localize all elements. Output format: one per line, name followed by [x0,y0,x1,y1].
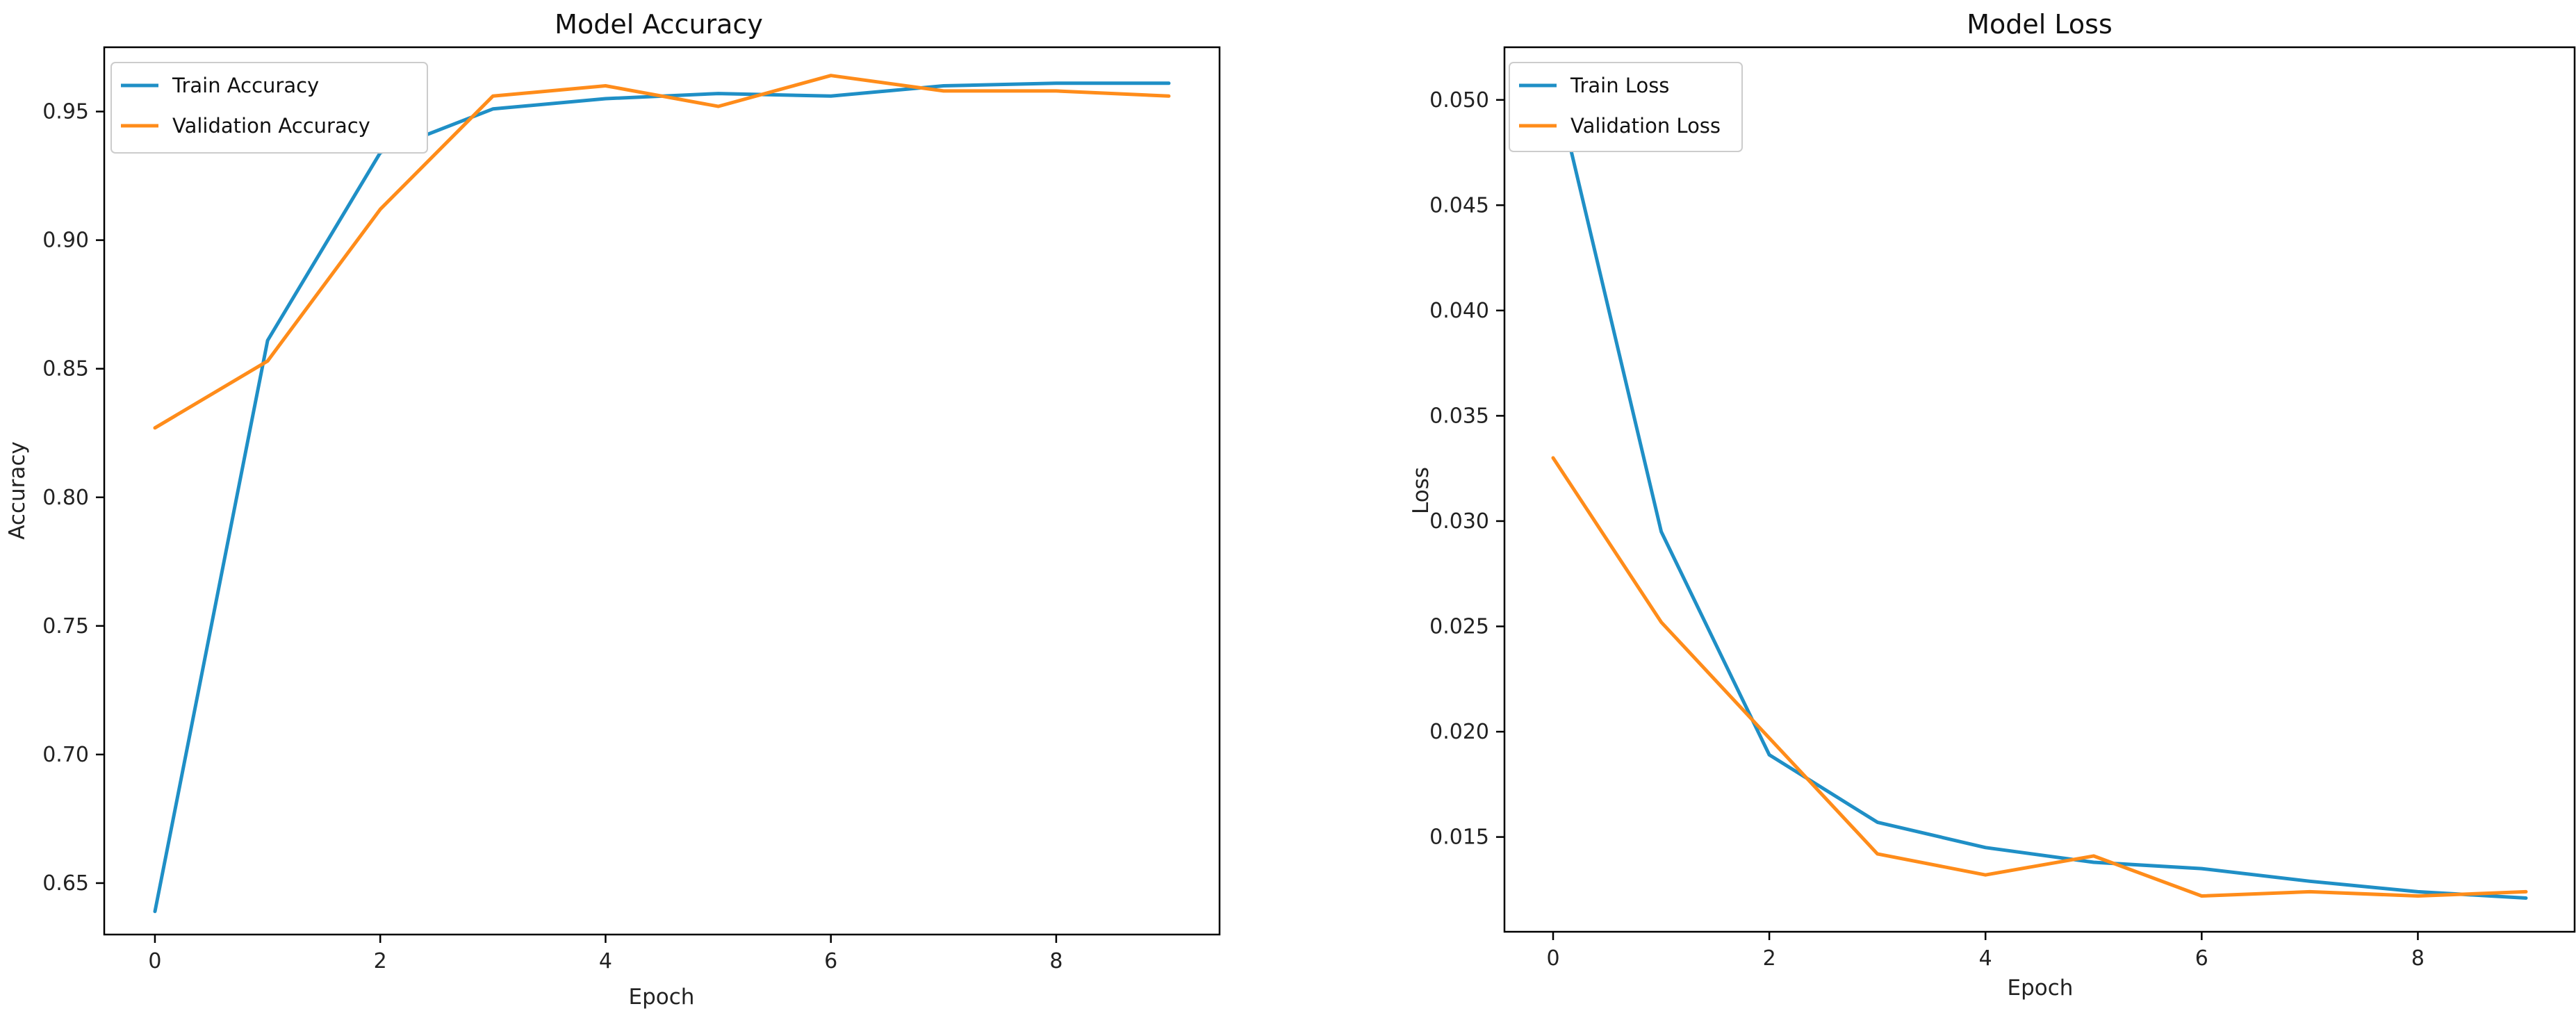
legend-box [1509,62,1743,152]
legend: Train Loss Validation Loss [1509,62,1743,152]
y-tick-label: 0.85 [42,357,89,381]
x-tick-label: 6 [2195,946,2208,971]
legend-box [110,62,428,154]
y-tick-label: 0.75 [42,614,89,639]
y-tick-label: 0.95 [42,100,89,124]
plot-area: 0 2 4 6 8 0.65 0.70 0.75 0.80 0.85 0.90 0.95 [42,74,1171,973]
y-tick-label: 0.035 [1429,404,1489,428]
legend-label: Train Loss [1570,74,1669,97]
legend-label: Train Accuracy [172,74,319,97]
plot-frame [1503,46,2576,933]
y-tick-label: 0.025 [1429,615,1489,639]
y-tick-label: 0.90 [42,229,89,253]
y-tick-label: 0.045 [1429,193,1489,217]
x-tick-label: 0 [148,949,161,973]
y-axis-label: Loss [1409,467,1434,514]
x-tick-label: 4 [599,949,612,973]
legend: Train Accuracy Validation Accuracy [110,62,428,154]
y-tick-label: 0.65 [42,871,89,896]
y-axis-label: Accuracy [5,441,30,540]
x-axis-label: Epoch [2008,976,2074,1001]
legend-label: Validation Loss [1570,114,1721,138]
chart-title: Model Loss [1967,9,2113,40]
series-line-train-loss [1551,72,2528,900]
y-tick-label: 0.040 [1429,299,1489,323]
y-tick-label: 0.050 [1429,88,1489,113]
plot-frame [103,46,1221,936]
x-tick-label: 6 [824,949,837,973]
x-tick-label: 0 [1546,946,1559,971]
series-line-validation-accuracy [153,74,1171,430]
x-tick-label: 2 [1763,946,1776,971]
y-tick-label: 0.015 [1429,825,1489,850]
series-line-train-accuracy [153,81,1171,914]
series-line-validation-loss [1551,456,2528,898]
x-tick-label: 2 [374,949,387,973]
x-tick-label: 8 [1049,949,1063,973]
x-tick-label: 8 [2411,946,2425,971]
y-tick-label: 0.80 [42,486,89,510]
legend-label: Validation Accuracy [172,114,370,138]
x-axis-label: Epoch [629,985,695,1010]
x-tick-label: 4 [1979,946,1992,971]
plot-area: 0 2 4 6 8 0.015 0.020 0.025 0.030 0.035 0.040 0.045… [1429,72,2528,971]
y-tick-label: 0.70 [42,743,89,767]
accuracy-chart: Model Accuracy 0 2 4 6 8 0.65 0.70 0.75 0.80 0.85… [5,9,1221,1010]
chart-title: Model Accuracy [555,9,763,40]
y-tick-label: 0.030 [1429,509,1489,534]
y-tick-label: 0.020 [1429,720,1489,744]
loss-chart: Model Loss 0 2 4 6 8 0.015 0.020 0.025 0.030 0.03… [1409,9,2576,1001]
